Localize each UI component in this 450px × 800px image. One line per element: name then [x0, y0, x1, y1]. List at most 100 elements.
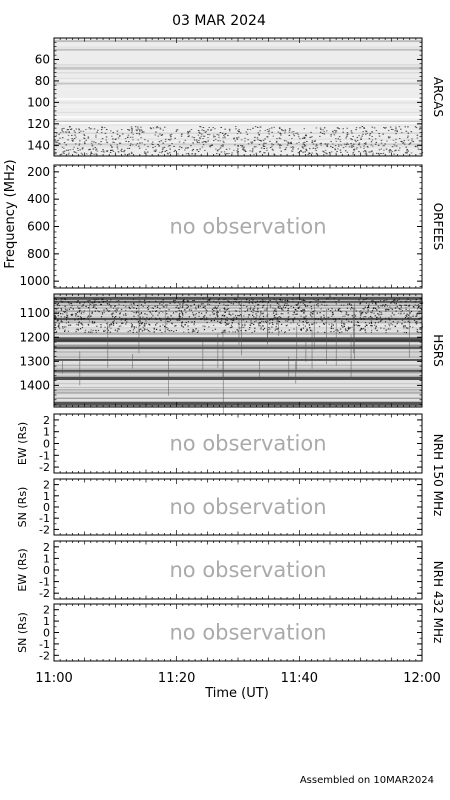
burst-speck — [183, 331, 185, 333]
spectral-band — [54, 41, 422, 43]
interference-speck — [303, 128, 306, 130]
interference-speck — [239, 144, 242, 146]
burst-speck — [228, 311, 230, 313]
burst-speck — [371, 325, 373, 327]
interference-speck — [155, 127, 158, 129]
interference-speck — [319, 127, 322, 129]
interference-speck — [221, 132, 224, 134]
burst-speck — [396, 300, 398, 302]
spectral-band — [54, 124, 422, 126]
burst-speck — [75, 328, 78, 330]
burst-speck — [240, 304, 242, 306]
interference-speck — [262, 145, 265, 147]
interference-speck — [187, 132, 189, 134]
y-tick-label: 0 — [43, 501, 50, 514]
burst-speck — [359, 317, 361, 319]
interference-speck — [264, 152, 266, 154]
interference-speck — [342, 128, 344, 130]
interference-speck — [371, 145, 374, 147]
burst-speck — [55, 331, 58, 333]
burst-speck — [131, 318, 133, 320]
burst-speck — [243, 304, 245, 307]
axis-label-nrh432-ew: EW (Rs) — [16, 548, 29, 591]
spectral-band — [54, 316, 422, 319]
burst-speck — [244, 329, 247, 332]
burst-speck — [62, 313, 64, 315]
burst-speck — [98, 311, 100, 313]
interference-speck — [212, 134, 215, 136]
burst-speck — [149, 317, 151, 319]
burst-speck — [112, 307, 115, 309]
interference-speck — [290, 142, 293, 144]
burst-speck — [259, 314, 261, 316]
interference-speck — [293, 135, 296, 137]
burst-speck — [418, 318, 420, 320]
burst-speck — [248, 314, 250, 316]
interference-speck — [314, 140, 317, 142]
burst-speck — [304, 299, 306, 302]
burst-speck — [370, 316, 372, 318]
interference-speck — [384, 127, 386, 129]
interference-speck — [128, 129, 131, 131]
burst-speck — [88, 300, 90, 302]
burst-speck — [78, 311, 81, 313]
burst-speck — [213, 319, 215, 322]
burst-speck — [65, 322, 68, 324]
interference-speck — [117, 137, 120, 139]
interference-speck — [224, 133, 226, 135]
burst-speck — [155, 310, 158, 312]
burst-speck — [233, 319, 235, 321]
burst-speck — [419, 328, 421, 330]
burst-speck — [122, 322, 124, 324]
interference-speck — [204, 131, 207, 133]
burst-speck — [60, 321, 63, 323]
burst-speck — [171, 322, 173, 324]
interference-speck — [358, 151, 360, 153]
burst-speck — [385, 317, 387, 319]
burst-speck — [87, 307, 90, 309]
burst-speck — [342, 326, 344, 328]
interference-speck — [110, 144, 112, 146]
interference-speck — [315, 153, 318, 155]
burst-speck — [410, 316, 412, 318]
y-tick-label: 0 — [43, 564, 50, 577]
axis-label-nrh150-sn: SN (Rs) — [16, 487, 29, 528]
burst-speck — [132, 298, 135, 300]
interference-speck — [90, 128, 93, 130]
burst-speck — [225, 323, 228, 325]
burst-speck — [359, 302, 362, 304]
interference-speck — [169, 145, 171, 147]
burst-speck — [131, 325, 133, 327]
burst-speck — [292, 300, 294, 303]
burst-speck — [277, 327, 279, 330]
burst-speck — [77, 324, 80, 326]
spectral-band — [54, 46, 422, 48]
interference-speck — [155, 149, 157, 151]
interference-speck — [93, 141, 95, 143]
burst-speck — [255, 317, 257, 319]
burst-speck — [366, 307, 369, 309]
interference-speck — [353, 150, 355, 152]
burst-speck — [317, 318, 319, 320]
interference-speck — [410, 152, 413, 154]
interference-speck — [67, 129, 69, 131]
burst-speck — [416, 330, 418, 333]
burst-speck — [403, 312, 405, 314]
burst-speck — [305, 305, 307, 308]
burst-speck — [262, 305, 264, 307]
interference-speck — [302, 147, 305, 149]
interference-speck — [247, 143, 250, 145]
interference-speck — [140, 126, 142, 128]
bright-band — [54, 98, 422, 100]
burst-speck — [135, 308, 138, 310]
burst-speck — [362, 308, 364, 310]
burst-speck — [178, 315, 180, 317]
burst-speck — [108, 326, 111, 328]
burst-speck — [187, 321, 189, 323]
burst-speck — [64, 298, 67, 301]
burst-speck — [204, 305, 206, 307]
burst-speck — [412, 326, 414, 328]
burst-speck — [118, 303, 120, 305]
interference-speck — [164, 138, 167, 140]
burst-speck — [92, 302, 94, 304]
